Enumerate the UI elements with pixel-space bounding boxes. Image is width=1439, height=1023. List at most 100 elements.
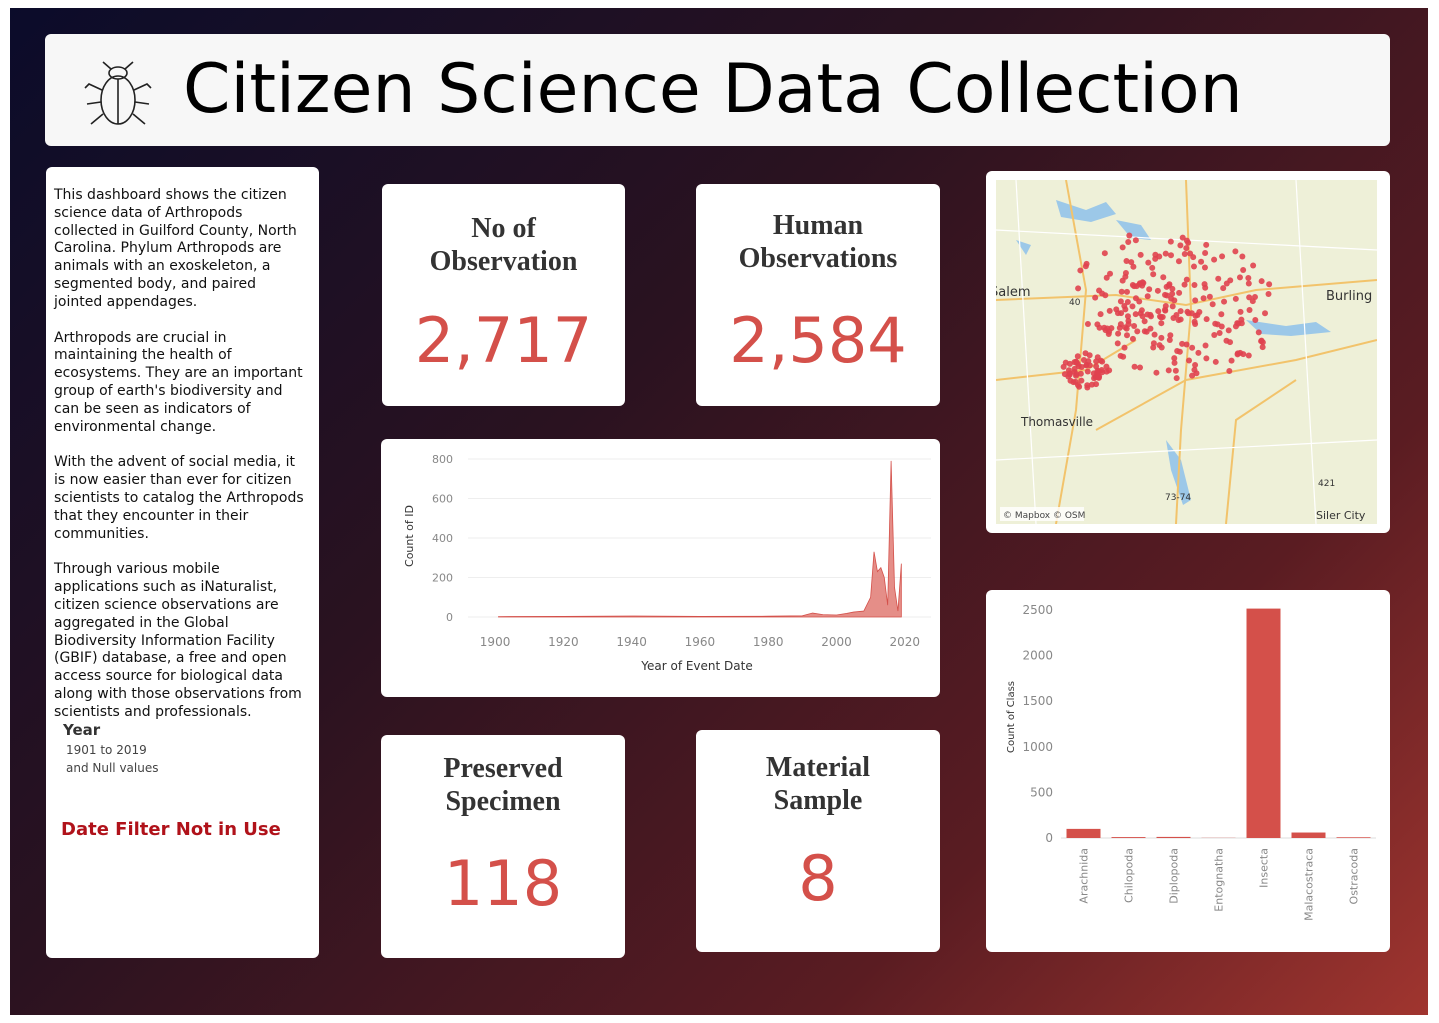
map-dot (1246, 294, 1253, 301)
map-dot (1190, 254, 1197, 261)
map-dot (1143, 328, 1150, 335)
map-dot (1121, 344, 1128, 351)
map-dot (1155, 308, 1162, 315)
map-dot (1075, 285, 1082, 292)
map-dot (1175, 317, 1182, 324)
bar (1291, 832, 1326, 838)
y-tick-label: 200 (432, 571, 453, 584)
map-dot (1071, 365, 1078, 372)
filter-nulls: and Null values (66, 761, 159, 775)
map-dot (1077, 370, 1084, 377)
map-dot (1232, 248, 1239, 255)
map-dot (1116, 324, 1123, 331)
map-dot (1167, 332, 1174, 339)
map-dot (1096, 373, 1103, 380)
map-dot (1179, 340, 1186, 347)
map-dot (1219, 253, 1226, 260)
map-dot (1153, 369, 1160, 376)
map-dot (1092, 294, 1099, 301)
filter-label: Year (63, 721, 101, 739)
map-dot (1158, 334, 1165, 341)
map-dot (1094, 321, 1101, 328)
map-dot (1220, 285, 1227, 292)
map-dot (1125, 317, 1132, 324)
map-dot (1125, 238, 1132, 245)
map-dot (1183, 276, 1190, 283)
map-dot (1084, 368, 1091, 375)
x-tick-label: Ostracoda (1348, 848, 1361, 904)
x-tick-label: 1940 (616, 635, 647, 649)
kpi-card: Human Observations 2,584 (696, 184, 940, 406)
y-tick-label: 800 (432, 453, 453, 466)
map-dot (1223, 337, 1230, 344)
map-dot (1067, 377, 1074, 384)
x-tick-label: Arachnida (1078, 848, 1091, 904)
y-tick-label: 1500 (1022, 694, 1053, 708)
map-dot (1165, 367, 1172, 374)
map[interactable]: Salem Burling Thomasville Siler City 40 … (996, 180, 1377, 524)
road-shield: 40 (1069, 298, 1081, 308)
map-dot (1191, 366, 1198, 373)
map-dot (1084, 320, 1091, 327)
map-dot (1211, 331, 1218, 338)
map-dot (1218, 323, 1225, 330)
map-dot (1097, 311, 1104, 318)
map-dot (1129, 335, 1136, 342)
paragraph: This dashboard shows the citizen science… (54, 187, 297, 310)
map-label: Salem (996, 285, 1031, 300)
map-dot (1172, 367, 1179, 374)
beetle-icon (84, 61, 152, 125)
kpi-title: Preserved Specimen (443, 753, 563, 817)
map-dot (1251, 293, 1258, 300)
kpi-title: Human Observations (738, 210, 898, 274)
map-dot (1129, 303, 1136, 310)
area (498, 460, 902, 618)
y-tick-label: 0 (1045, 831, 1053, 845)
y-tick-label: 400 (432, 532, 453, 545)
map-dot (1198, 258, 1205, 265)
road-shield: 73-74 (1165, 493, 1191, 503)
map-dot (1123, 325, 1130, 332)
map-dot (1160, 274, 1167, 281)
filter-status: Date Filter Not in Use (61, 819, 281, 840)
map-credit: © Mapbox © OSM (1003, 511, 1085, 521)
map-dot (1167, 238, 1174, 245)
map-dot (1166, 281, 1173, 288)
bar (1336, 837, 1371, 838)
map-dot (1124, 299, 1131, 306)
x-tick-label: 2000 (821, 635, 852, 649)
map-dot (1144, 311, 1151, 318)
map-dot (1074, 353, 1081, 360)
map-dot (1096, 287, 1103, 294)
map-dot (1181, 281, 1188, 288)
map-dot (1212, 358, 1219, 365)
map-dot (1158, 320, 1165, 327)
map-dot (1196, 309, 1203, 316)
map-dot (1209, 301, 1216, 308)
map-dot (1106, 367, 1113, 374)
map-dot (1266, 281, 1273, 288)
description-panel: This dashboard shows the citizen science… (46, 167, 319, 958)
map-dot (1073, 372, 1080, 379)
y-axis-label: Count of ID (403, 505, 416, 567)
map-dot (1174, 348, 1181, 355)
map-dot (1245, 352, 1252, 359)
map-dot (1122, 270, 1129, 277)
map-dot (1177, 242, 1184, 249)
map-dot (1080, 356, 1087, 363)
area-chart: 0 200 400 600 800 1900 1920 1940 1960 1980 2000 202… (403, 453, 931, 673)
map-dot (1137, 364, 1144, 371)
map-dot (1169, 285, 1176, 292)
map-dot (1202, 342, 1209, 349)
map-dot (1146, 286, 1153, 293)
map-dot (1190, 263, 1197, 270)
filter-range[interactable]: 1901 to 2019 (66, 743, 147, 757)
map-dot (1215, 275, 1222, 282)
map-dot (1106, 307, 1113, 314)
header: Citizen Science Data Collection (45, 34, 1390, 146)
map-dot (1134, 328, 1141, 335)
map-dot (1093, 363, 1100, 370)
map-dot (1179, 234, 1186, 241)
x-tick-label: 1960 (685, 635, 716, 649)
kpi-value: 2,584 (729, 304, 907, 377)
